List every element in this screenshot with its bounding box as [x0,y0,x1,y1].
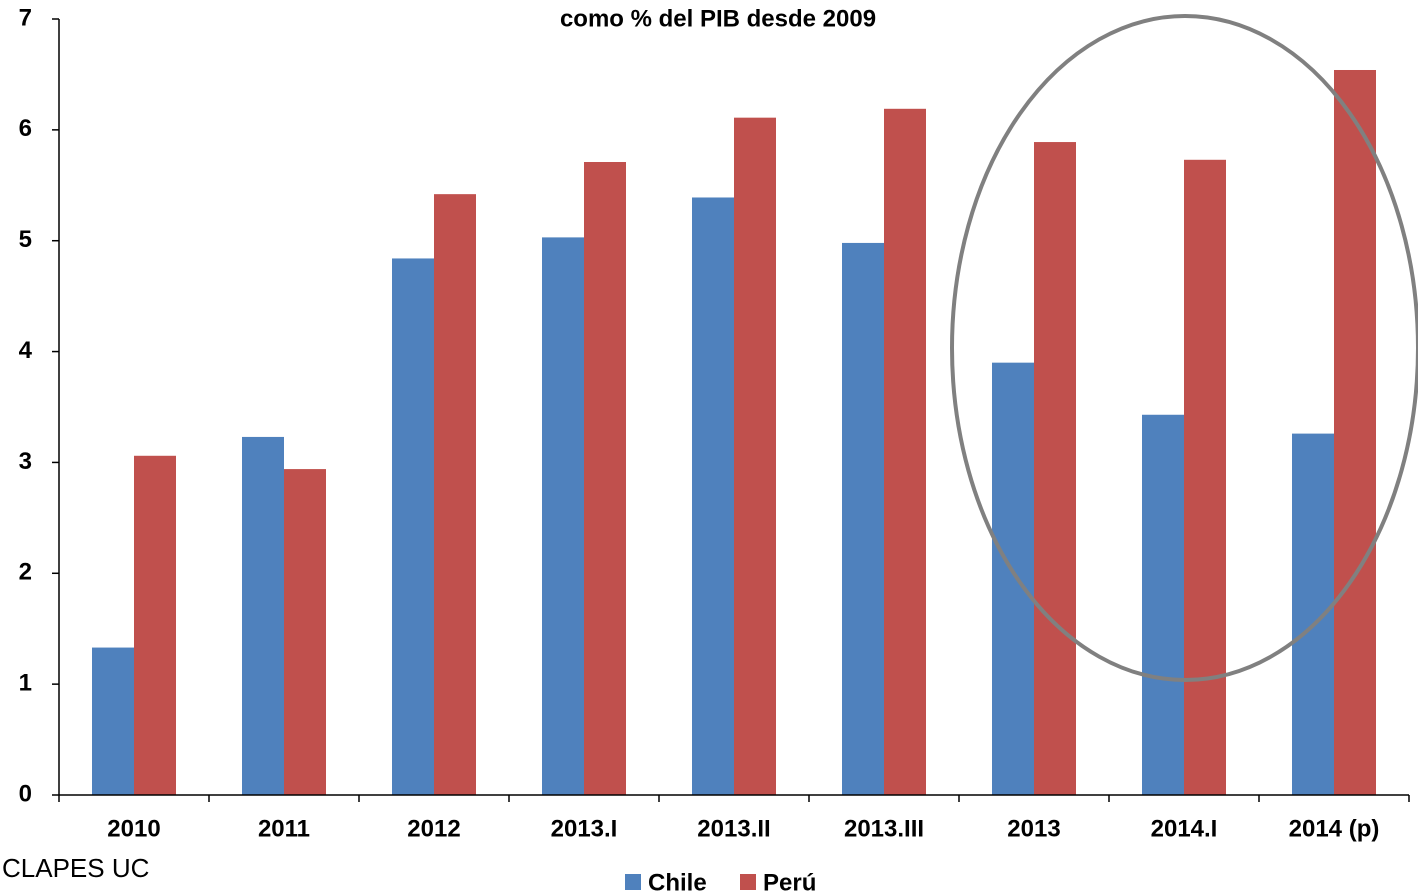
chart-title: como % del PIB desde 2009 [560,5,876,32]
bar [884,108,926,795]
x-tick-label: 2010 [107,815,160,842]
bar [1292,433,1334,795]
x-tick-label: 2012 [407,815,460,842]
y-tick-label: 6 [19,115,32,142]
y-tick-label: 4 [19,337,33,364]
y-tick-label: 5 [19,226,32,253]
bar [242,436,284,795]
bar [584,162,626,795]
bar [134,455,176,795]
y-tick-label: 1 [19,669,32,696]
y-tick-label: 2 [19,559,32,586]
bar [92,647,134,795]
y-tick-label: 3 [19,448,32,475]
x-tick-label: 2013.I [551,815,618,842]
legend-swatch [625,874,641,890]
x-tick-label: 2014.I [1151,815,1218,842]
y-tick-label: 0 [19,780,32,807]
bar [842,242,884,796]
x-tick-label: 2014 (p) [1289,815,1380,842]
bar [992,362,1034,795]
legend-label: Perú [763,869,816,896]
bar [1142,414,1184,795]
highlight-ellipse [950,14,1418,682]
bar [284,469,326,795]
bar [1334,69,1376,796]
x-tick-label: 2013 [1007,815,1060,842]
bar [1034,142,1076,796]
x-tick-label: 2013.II [697,815,770,842]
bar [434,194,476,795]
source: CLAPES UC [2,853,149,883]
bar [392,258,434,795]
bar [1184,159,1226,795]
bar [542,237,584,796]
x-tick-label: 2011 [258,815,310,842]
x-tick-label: 2013.III [844,815,924,842]
legend-swatch [740,874,756,890]
legend-label: Chile [648,869,707,896]
bar [692,197,734,796]
bar [734,117,776,796]
y-tick-label: 7 [19,4,32,31]
